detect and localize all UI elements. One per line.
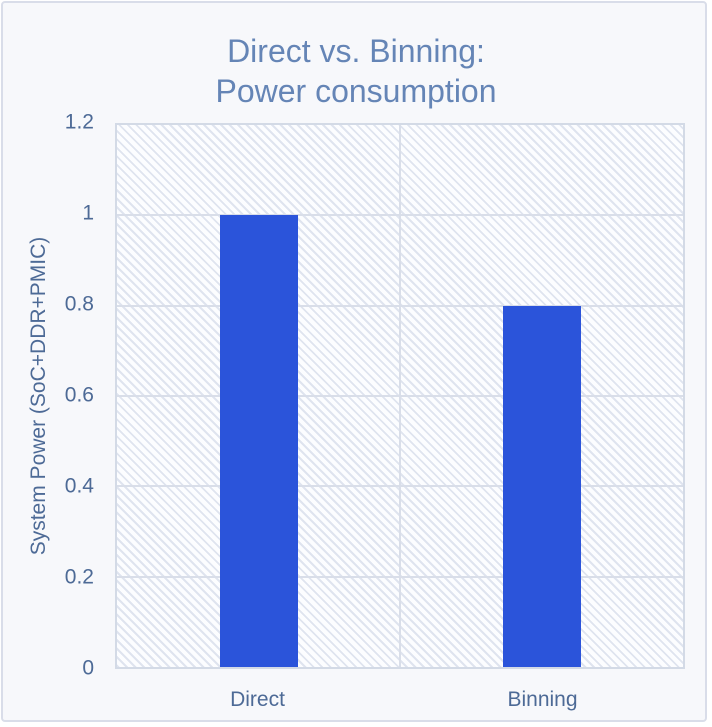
y-axis-ticks: 0 0.2 0.4 0.6 0.8 1 1.2 xyxy=(0,111,94,680)
bar-direct xyxy=(219,215,298,667)
y-tick-label: 0.2 xyxy=(64,565,94,589)
y-tick-label: 0.6 xyxy=(64,383,94,407)
y-tick-label: 1 xyxy=(82,201,94,225)
y-tick-label: 0.8 xyxy=(64,292,94,316)
chart-title-line-1: Direct vs. Binning: xyxy=(227,33,485,69)
plot-area xyxy=(115,123,685,669)
x-category-label-direct: Direct xyxy=(230,688,285,711)
bar-binning xyxy=(502,305,581,667)
y-tick-label: 0 xyxy=(82,656,94,680)
chart-title-line-2: Power consumption xyxy=(215,73,497,109)
vertical-gridline xyxy=(399,125,401,667)
y-tick-label: 0.4 xyxy=(64,474,94,498)
y-tick-label: 1.2 xyxy=(64,110,94,134)
chart-title: Direct vs. Binning: Power consumption xyxy=(0,31,712,111)
x-category-label-binning: Binning xyxy=(507,688,578,711)
x-axis-labels: Direct Binning xyxy=(115,688,685,716)
